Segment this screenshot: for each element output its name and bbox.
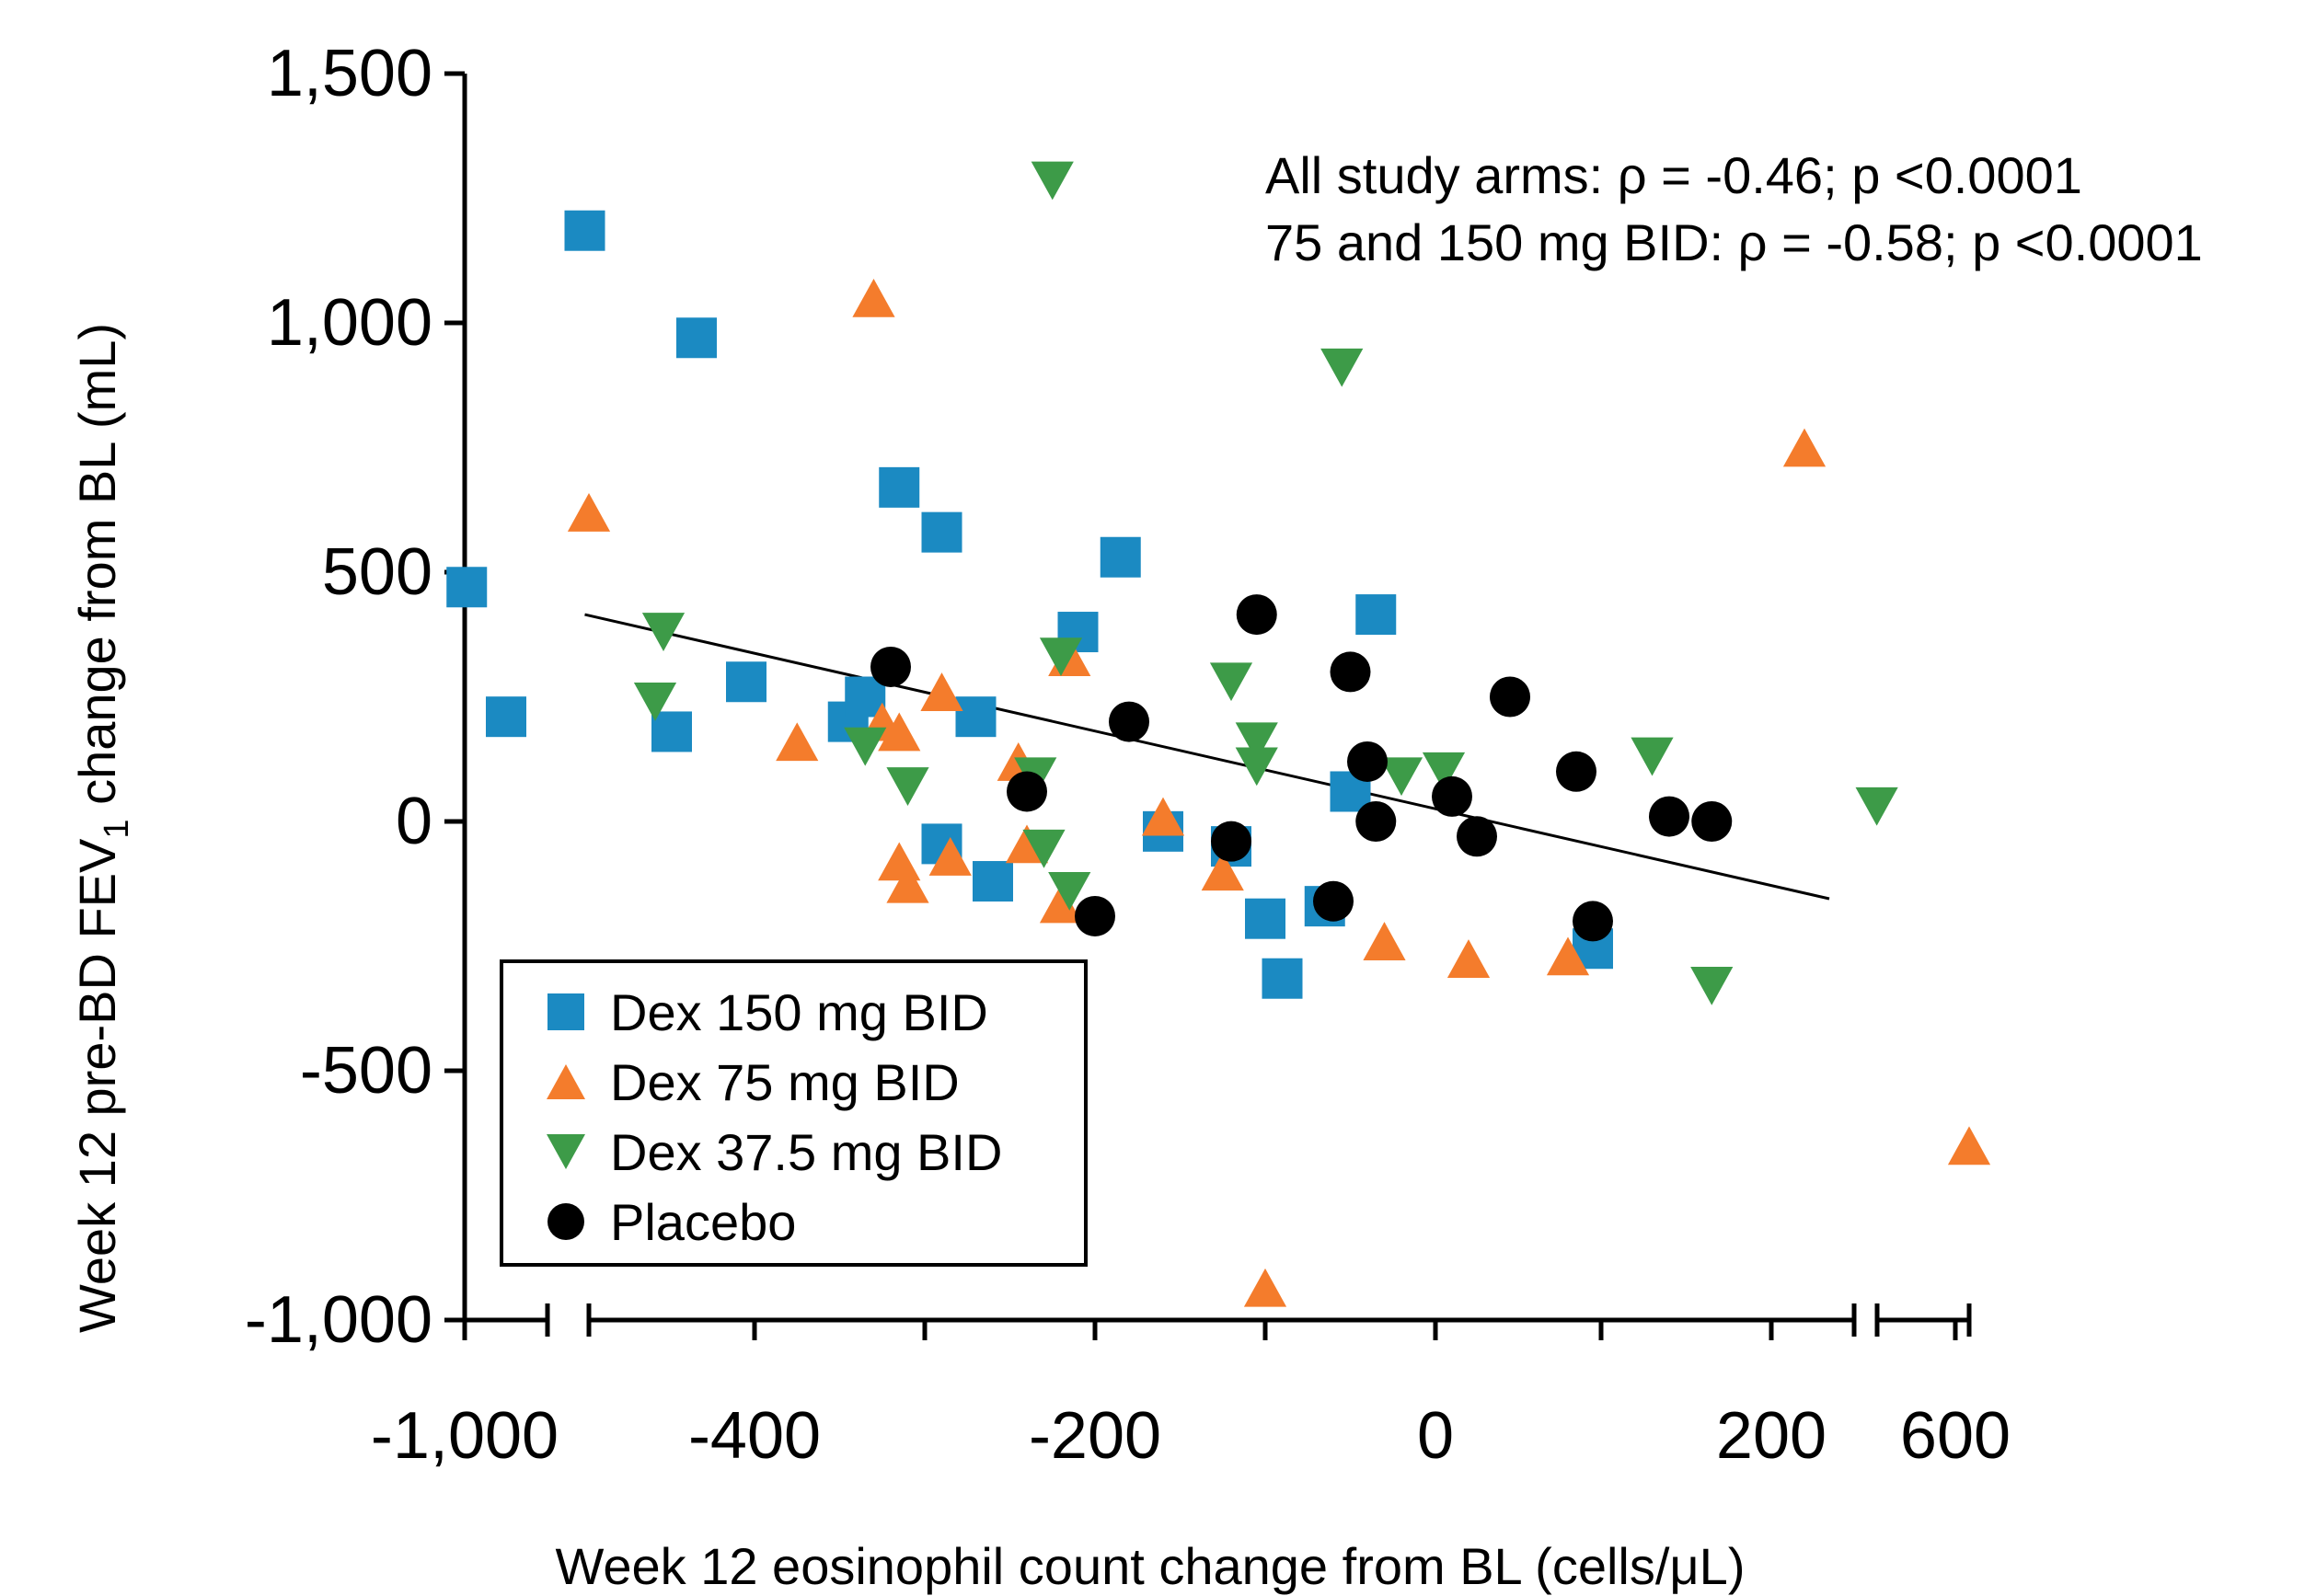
- dex37-point: [886, 767, 929, 806]
- x-tick-label: 600: [1900, 1399, 2011, 1473]
- axes: 1,500 1,000 500 0 -500 -1,000 -1,000 -400 -200 0 2…: [245, 37, 2011, 1473]
- dex150-point: [1245, 898, 1285, 939]
- dex150-point: [676, 317, 717, 359]
- dex150-point: [879, 466, 920, 508]
- placebo-point: [1457, 816, 1497, 857]
- y-tick-label: -500: [300, 1034, 432, 1108]
- dex75-point: [1363, 922, 1406, 960]
- placebo-point: [1573, 901, 1613, 942]
- dex37-point: [1320, 348, 1364, 387]
- legend-label: Dex 37.5 mg BID: [610, 1123, 1002, 1181]
- placebo-point: [870, 646, 911, 687]
- placebo-point: [1432, 775, 1472, 817]
- dex75-point: [928, 837, 972, 876]
- legend-label: Placebo: [610, 1193, 796, 1251]
- y-axis-title-subscript: 1: [98, 819, 136, 838]
- legend-marker-dex37: [547, 1134, 585, 1169]
- trendline-group: [584, 613, 1830, 901]
- legend: Dex 150 mg BID Dex 75 mg BID Dex 37.5 mg B…: [500, 959, 1088, 1267]
- dex75-point: [1141, 797, 1185, 836]
- dex150-point: [651, 711, 692, 752]
- dex75-point: [886, 864, 929, 903]
- y-tick-label: 1,500: [267, 37, 432, 110]
- placebo-point: [1355, 801, 1397, 842]
- dex37-point: [1031, 161, 1074, 201]
- dex150-point: [1262, 958, 1303, 999]
- dex37-point: [641, 613, 686, 651]
- dex37-point: [844, 727, 887, 766]
- data-points: [446, 161, 1991, 1307]
- x-tick-label: 200: [1716, 1399, 1827, 1473]
- y-tick-label: 1,000: [267, 286, 432, 360]
- placebo-point: [1236, 594, 1277, 636]
- x-tick-label: -400: [688, 1399, 821, 1473]
- x-tick-label: -1,000: [371, 1399, 559, 1473]
- placebo-point: [1330, 651, 1371, 693]
- y-tick-label: 500: [322, 535, 432, 609]
- dex75-point: [1782, 428, 1827, 467]
- x-tick-label: -200: [1029, 1399, 1161, 1473]
- y-tick-label: 0: [396, 785, 432, 858]
- dex37-point: [1631, 737, 1674, 776]
- dex37-point: [1048, 871, 1091, 911]
- dex75-point: [852, 279, 895, 317]
- legend-label: Dex 75 mg BID: [610, 1053, 960, 1111]
- dex37-point: [1422, 752, 1466, 791]
- dex150-point: [726, 661, 766, 703]
- annotation-all-arms: All study arms: ρ = -0.46; p <0.0001: [1265, 146, 2082, 204]
- placebo-point: [1490, 676, 1530, 718]
- legend-label: Dex 150 mg BID: [610, 983, 988, 1041]
- placebo-point: [1109, 701, 1149, 742]
- placebo-point: [1075, 895, 1115, 936]
- dex75-point: [878, 842, 921, 881]
- dex150-point: [486, 696, 526, 738]
- legend-marker-dex150: [547, 993, 584, 1030]
- annotation-75-150: 75 and 150 mg BID: ρ = -0.58; p <0.0001: [1265, 213, 2203, 271]
- dex150-point: [955, 696, 997, 738]
- dex150-point: [973, 861, 1013, 902]
- dex37-point: [1855, 787, 1898, 826]
- y-tick-label: -1,000: [245, 1283, 432, 1357]
- placebo-point: [1556, 751, 1596, 792]
- placebo-point: [1211, 821, 1251, 862]
- placebo-point: [1007, 771, 1047, 812]
- dex150-point: [921, 511, 962, 553]
- dex150-point: [446, 567, 488, 608]
- legend-marker-placebo: [547, 1203, 584, 1240]
- x-axis-title: Week 12 eosinophil count change from BL …: [556, 1537, 1746, 1595]
- dex37-point: [1690, 966, 1734, 1005]
- dex75-point: [1201, 852, 1244, 891]
- y-axis-title: Week 12 pre-BD FEV1 change from BL (mL): [68, 323, 136, 1333]
- placebo-point: [1649, 796, 1689, 837]
- trendline: [584, 613, 1830, 901]
- dex75-point: [1947, 1126, 1991, 1165]
- dex37-point: [1235, 722, 1278, 762]
- dex75-point: [1039, 884, 1083, 924]
- dex75-point: [1546, 936, 1590, 976]
- placebo-point: [1691, 801, 1733, 842]
- placebo-point: [1347, 741, 1388, 782]
- dex75-point: [1243, 1268, 1287, 1307]
- dex75-point: [1446, 939, 1491, 978]
- dex75-point: [920, 672, 963, 711]
- dex37-point: [1235, 747, 1278, 787]
- dex37-point: [1022, 829, 1066, 868]
- dex37-point: [1209, 662, 1253, 702]
- legend-marker-dex75: [547, 1064, 585, 1099]
- dex37-point: [1039, 637, 1083, 677]
- placebo-point: [1313, 880, 1354, 922]
- dex150-point: [1355, 594, 1397, 636]
- dex75-point: [878, 712, 921, 752]
- dex75-point: [567, 493, 611, 532]
- dex75-point: [776, 722, 819, 762]
- dex150-point: [1100, 536, 1141, 578]
- dex150-point: [564, 210, 605, 251]
- legend-box: [500, 959, 1088, 1267]
- dex37-point: [1379, 757, 1423, 797]
- dex37-point: [633, 683, 677, 721]
- x-tick-label: 0: [1417, 1399, 1454, 1473]
